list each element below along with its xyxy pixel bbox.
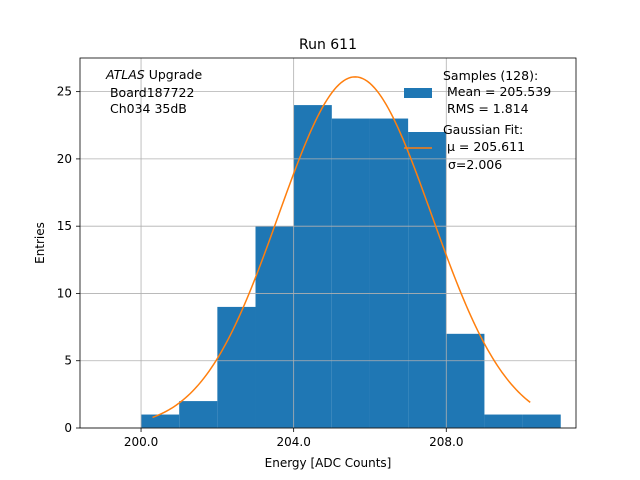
histogram-bar-2 — [217, 306, 256, 428]
plot-frame — [79, 57, 577, 429]
x-tick-label-0: 200.0 — [124, 435, 158, 449]
y-tick-label-0: 0 — [64, 421, 72, 435]
legend-samples-swatch — [404, 88, 432, 98]
y-tick-label-3: 15 — [57, 219, 72, 233]
legend-fit-title: Gaussian Fit: — [443, 122, 523, 137]
histogram-bar-6 — [369, 118, 409, 428]
x-axis-label: Energy [ADC Counts] — [265, 456, 392, 470]
histogram-bar-3 — [255, 226, 294, 428]
y-tick-label-1: 5 — [64, 354, 72, 368]
y-tick-label-5: 25 — [57, 85, 72, 99]
legend-fit-mu: μ = 205.611 — [443, 139, 525, 154]
histogram-bar-10 — [522, 414, 561, 428]
atlas-annotation: ATLAS Upgrade Board187722 Ch034 35dB — [105, 67, 202, 116]
gaussian-fit-curve — [152, 76, 531, 419]
annotation-line-3: Ch034 35dB — [106, 101, 187, 116]
histogram-bar-4 — [293, 105, 332, 428]
x-tick-label-2: 208.0 — [429, 435, 463, 449]
axis-ticks: 200.0 204.0 208.0 0 5 10 15 20 25 — [57, 85, 464, 449]
histogram-bar-0 — [141, 414, 180, 428]
annotation-line-2: Board187722 — [106, 85, 194, 100]
y-tick-label-2: 10 — [57, 286, 72, 300]
legend-samples-title: Samples (128): — [443, 68, 538, 83]
legend-fit-sigma: σ=2.006 — [448, 157, 502, 172]
legend: Samples (128): Mean = 205.539 RMS = 1.81… — [404, 68, 551, 172]
legend-samples-rms: RMS = 1.814 — [443, 101, 529, 116]
x-tick-label-1: 204.0 — [276, 435, 310, 449]
histogram-bar-5 — [331, 118, 370, 428]
y-tick-label-4: 20 — [57, 152, 72, 166]
histogram-bar-8 — [446, 333, 485, 428]
annotation-atlas-italic: ATLAS — [105, 67, 145, 82]
y-axis-label: Entries — [33, 222, 47, 264]
chart-title: Run 611 — [299, 37, 357, 53]
histogram-bar-9 — [484, 414, 523, 428]
annotation-line-1: ATLAS Upgrade — [105, 67, 202, 82]
annotation-upgrade-text: Upgrade — [145, 67, 203, 82]
histogram-bar-1 — [179, 401, 218, 428]
histogram-bar-7 — [408, 132, 447, 428]
legend-samples-mean: Mean = 205.539 — [443, 84, 551, 99]
